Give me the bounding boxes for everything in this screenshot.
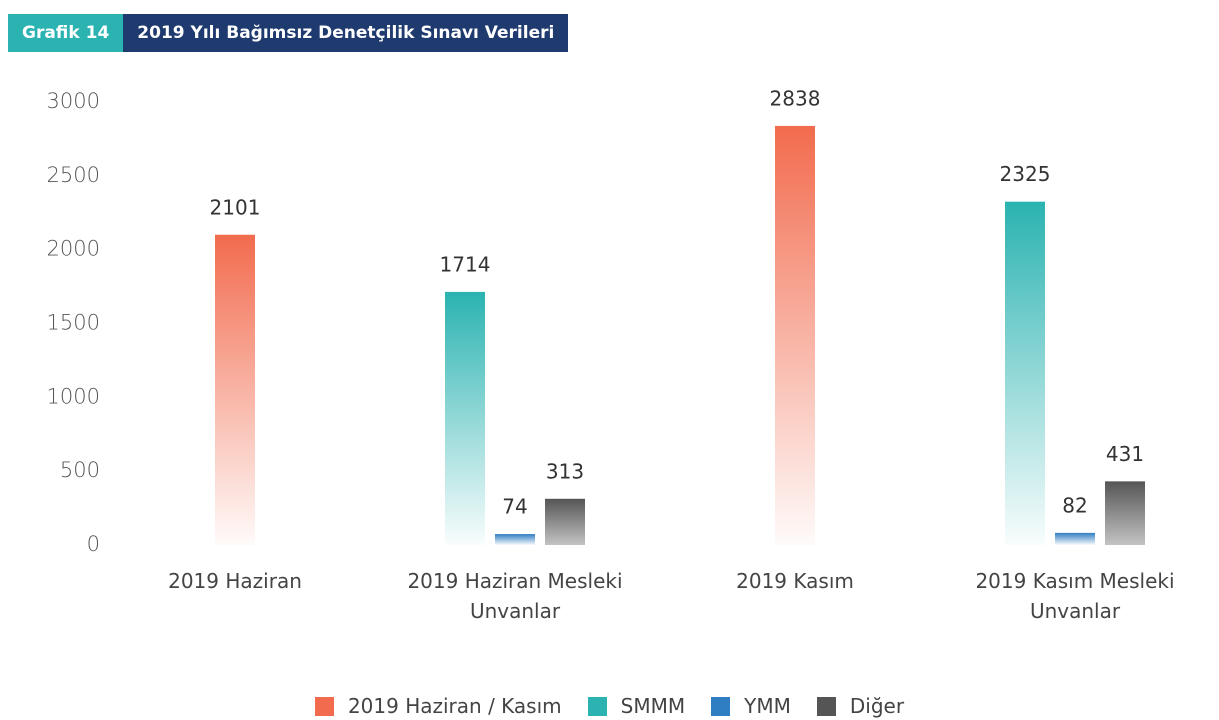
legend-label: 2019 Haziran / Kasım — [347, 694, 562, 718]
data-label: 2325 — [1000, 162, 1051, 186]
data-label: 2101 — [210, 195, 261, 219]
legend-item: Diğer — [816, 694, 905, 718]
data-label: 2838 — [770, 86, 821, 110]
legend-swatch — [314, 696, 334, 716]
legend: 2019 Haziran / Kasım SMMM YMM Diğer — [0, 694, 1219, 718]
bar — [775, 125, 815, 545]
bar — [545, 498, 585, 545]
bar — [1055, 532, 1095, 545]
data-label: 431 — [1106, 442, 1144, 466]
y-tick-label: 3000 — [47, 89, 100, 113]
legend-swatch — [587, 696, 607, 716]
legend-label: Diğer — [849, 694, 905, 718]
legend-label: SMMM — [620, 694, 686, 718]
data-label: 313 — [546, 459, 584, 483]
y-tick-label: 1500 — [47, 311, 100, 335]
y-tick-label: 2500 — [47, 163, 100, 187]
x-tick-label: 2019 Haziran Mesleki Unvanlar — [407, 569, 623, 623]
chart-title: 2019 Yılı Bağımsız Denetçilik Sınavı Ver… — [123, 14, 569, 52]
x-tick-label: 2019 Kasım Mesleki Unvanlar — [975, 569, 1175, 623]
legend-item: SMMM — [587, 694, 686, 718]
legend-swatch — [711, 696, 731, 716]
x-tick-label: 2019 Kasım — [736, 569, 854, 593]
legend-label: YMM — [744, 694, 791, 718]
x-tick-label: 2019 Haziran — [168, 569, 302, 593]
data-label: 1714 — [440, 252, 491, 276]
bar — [495, 534, 535, 545]
y-tick-label: 0 — [87, 532, 100, 556]
header: Grafik 14 2019 Yılı Bağımsız Denetçilik … — [8, 14, 569, 52]
bar — [215, 234, 255, 546]
bar — [1005, 201, 1045, 546]
bar — [1105, 481, 1145, 545]
bar — [445, 291, 485, 545]
legend-swatch — [816, 696, 836, 716]
legend-item: YMM — [711, 694, 791, 718]
legend-item: 2019 Haziran / Kasım — [314, 694, 562, 718]
data-label: 82 — [1062, 493, 1087, 517]
badge: Grafik 14 — [8, 14, 124, 52]
y-tick-label: 1000 — [47, 384, 100, 408]
y-tick-label: 2000 — [47, 237, 100, 261]
data-label: 74 — [502, 495, 527, 519]
y-tick-label: 500 — [60, 458, 100, 482]
